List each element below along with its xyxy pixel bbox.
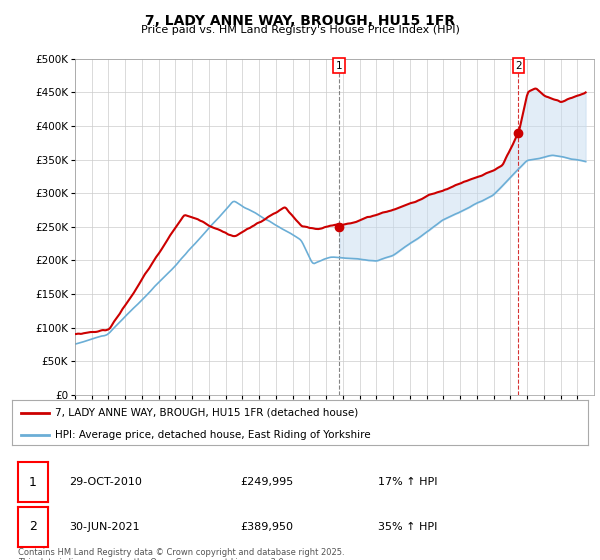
Text: 2: 2 [515, 60, 522, 71]
Text: £249,995: £249,995 [240, 477, 293, 487]
Text: 7, LADY ANNE WAY, BROUGH, HU15 1FR (detached house): 7, LADY ANNE WAY, BROUGH, HU15 1FR (deta… [55, 408, 358, 418]
Text: 7, LADY ANNE WAY, BROUGH, HU15 1FR: 7, LADY ANNE WAY, BROUGH, HU15 1FR [145, 14, 455, 28]
Text: 30-JUN-2021: 30-JUN-2021 [69, 522, 140, 532]
Text: 17% ↑ HPI: 17% ↑ HPI [378, 477, 437, 487]
Text: 1: 1 [29, 475, 37, 489]
Text: HPI: Average price, detached house, East Riding of Yorkshire: HPI: Average price, detached house, East… [55, 430, 371, 440]
Text: Price paid vs. HM Land Registry's House Price Index (HPI): Price paid vs. HM Land Registry's House … [140, 25, 460, 35]
Text: 29-OCT-2010: 29-OCT-2010 [69, 477, 142, 487]
Text: 2: 2 [29, 520, 37, 534]
Text: 35% ↑ HPI: 35% ↑ HPI [378, 522, 437, 532]
Text: 1: 1 [336, 60, 343, 71]
Text: £389,950: £389,950 [240, 522, 293, 532]
Text: Contains HM Land Registry data © Crown copyright and database right 2025.
This d: Contains HM Land Registry data © Crown c… [18, 548, 344, 560]
